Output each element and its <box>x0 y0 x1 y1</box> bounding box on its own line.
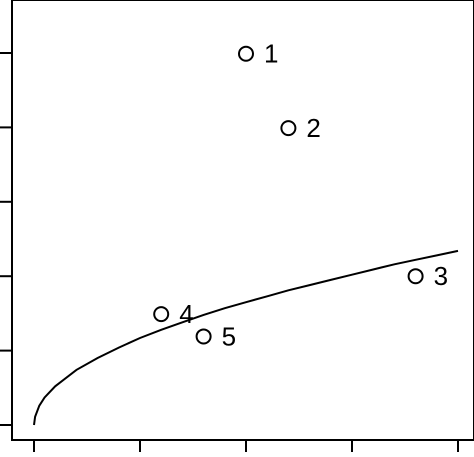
fit-curve <box>33 249 459 426</box>
point-label-1: 1 <box>264 39 278 69</box>
y-axis-ticks <box>0 52 12 426</box>
point-label-2: 2 <box>306 113 320 143</box>
point-label-3: 3 <box>434 261 448 291</box>
data-point-5 <box>195 328 212 345</box>
plot-frame <box>11 0 474 441</box>
data-point-3 <box>407 268 424 285</box>
data-points: 1 2 3 45 <box>153 39 448 351</box>
data-point-1 <box>238 45 254 62</box>
data-point-4 <box>153 306 170 323</box>
point-label-4: 4 <box>179 299 193 329</box>
x-axis-ticks <box>33 440 459 452</box>
data-point-2 <box>280 120 297 137</box>
point-label-5: 5 <box>222 321 236 351</box>
